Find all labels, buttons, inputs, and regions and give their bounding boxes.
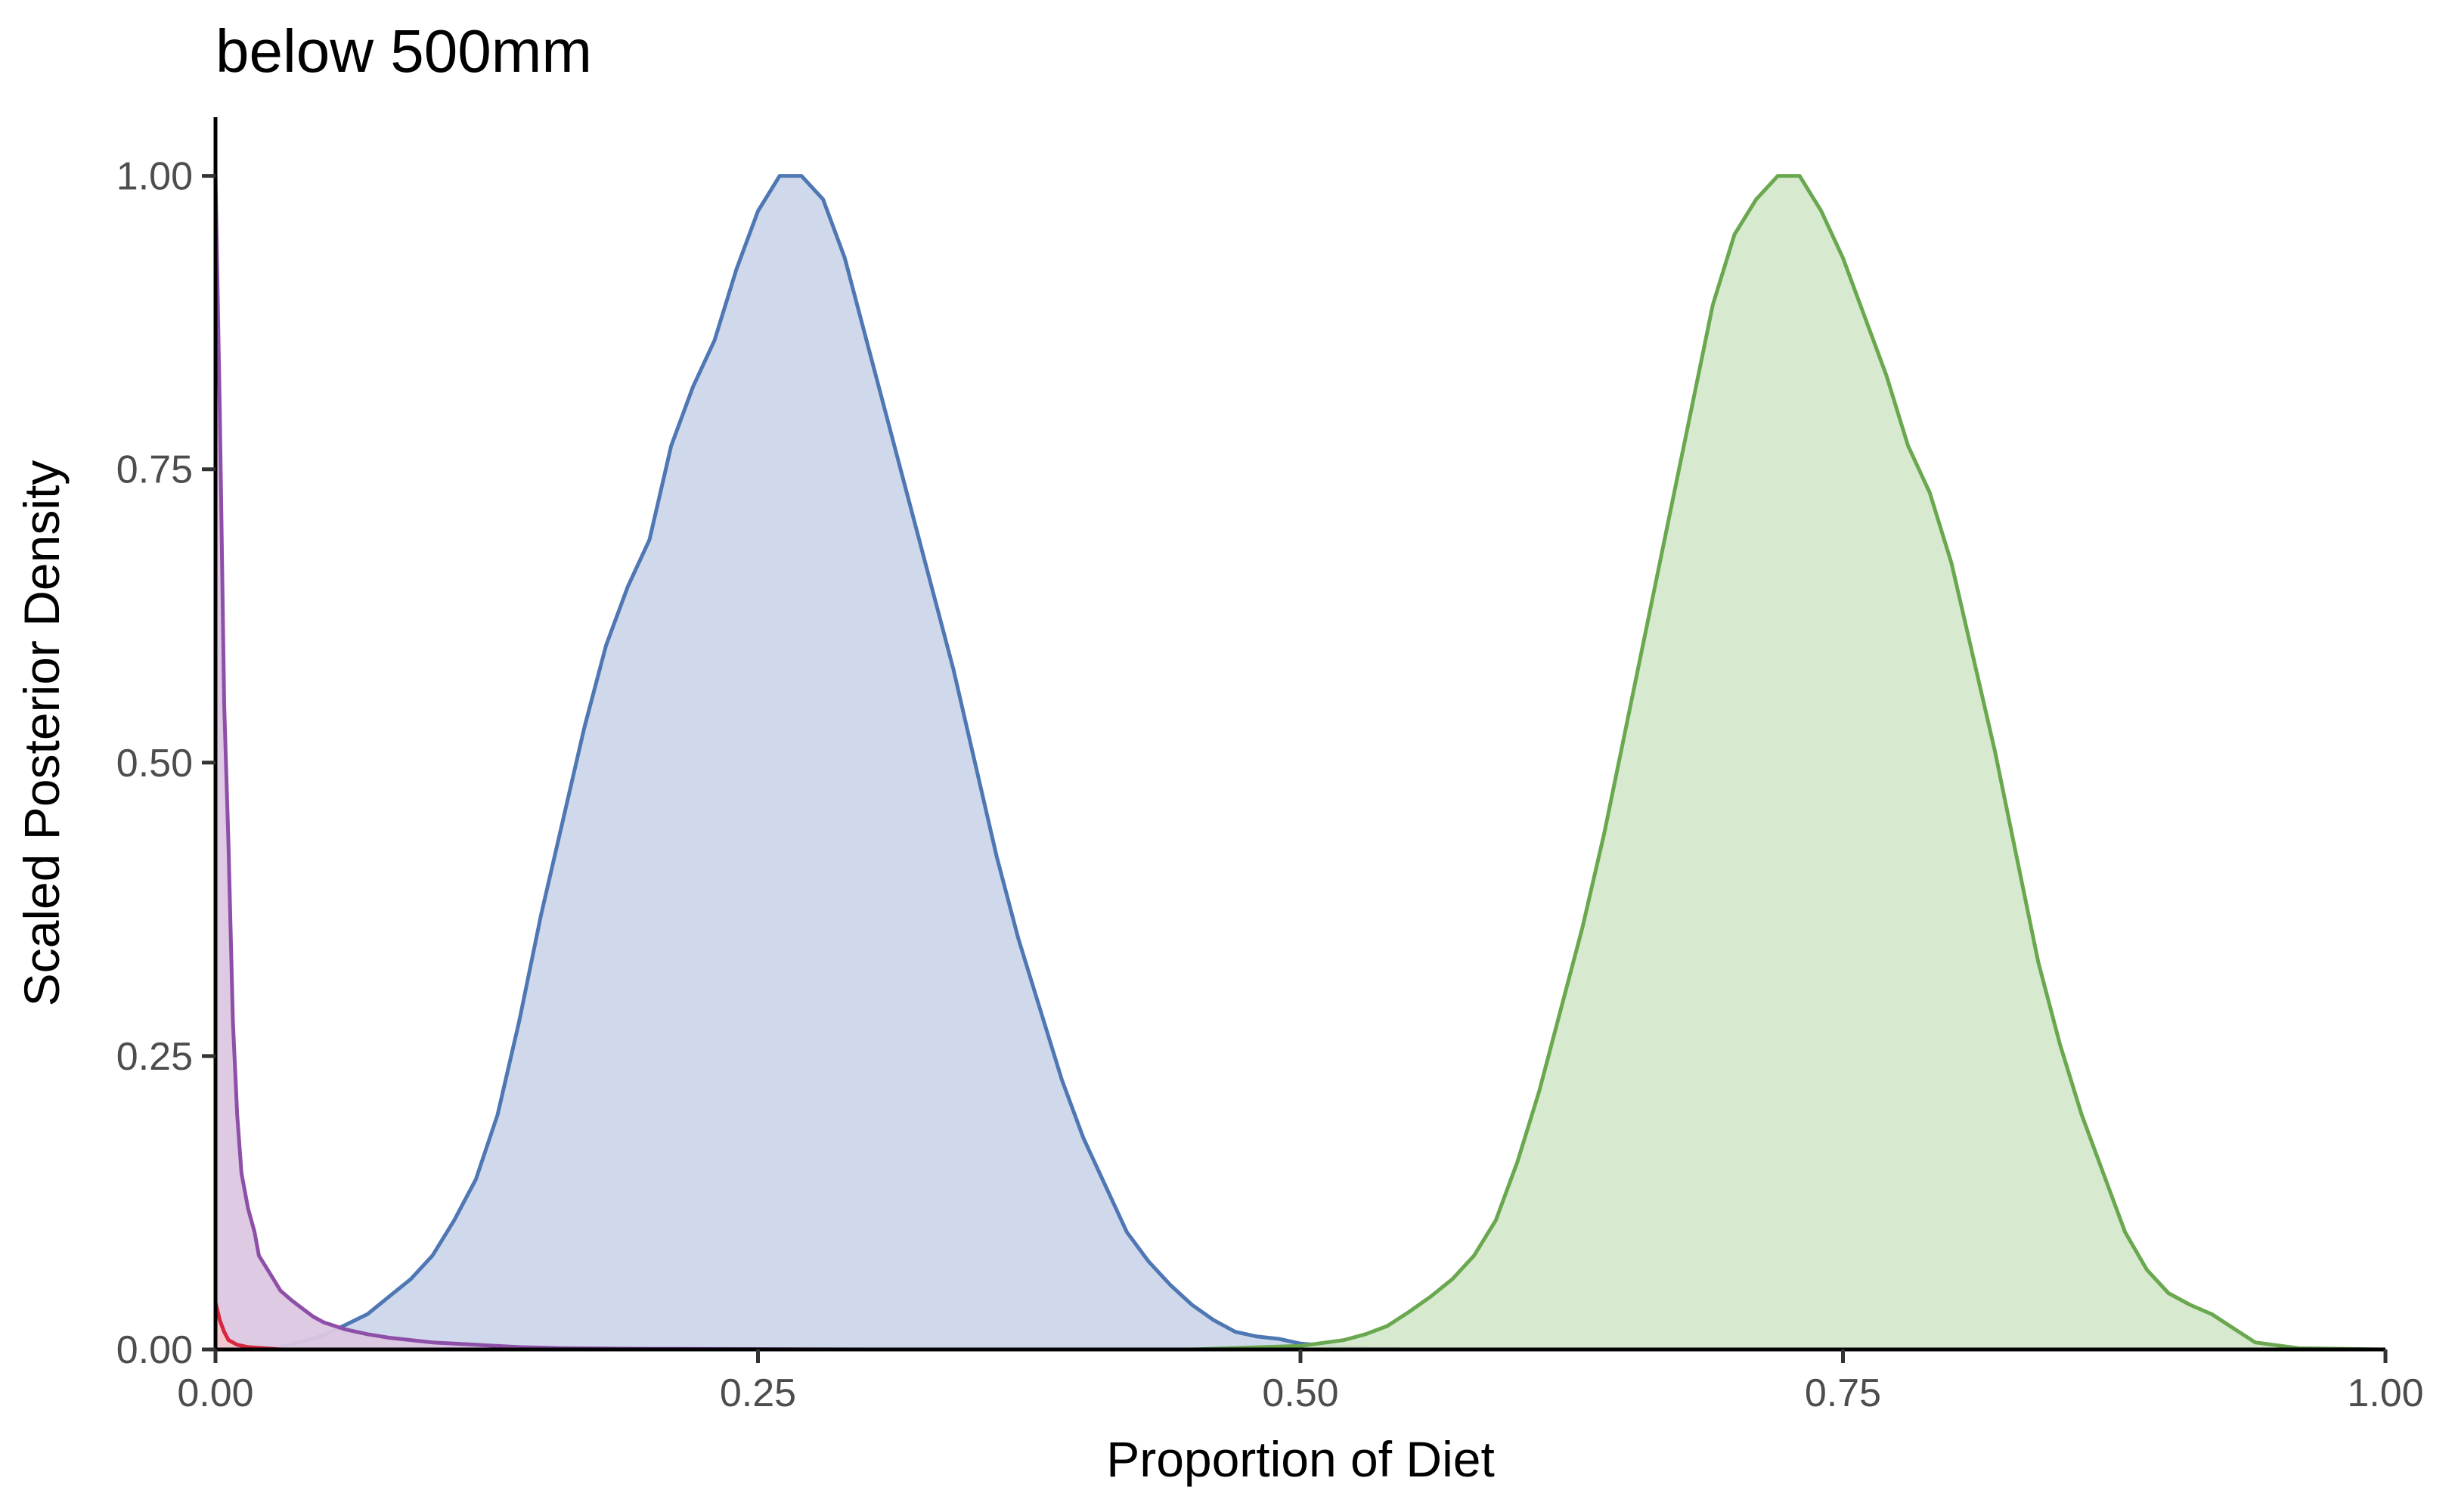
chart-title: below 500mm [215, 17, 592, 85]
density-line-4 [213, 1302, 281, 1352]
y-tick-label: 0.00 [116, 1328, 193, 1372]
y-tick-label: 0.50 [116, 742, 193, 785]
x-tick-label: 1.00 [2347, 1371, 2423, 1415]
density-line-3 [213, 175, 867, 1352]
density-fill-2 [1192, 175, 2385, 1350]
y-tick-label: 0.25 [116, 1035, 193, 1079]
density-fill-1 [237, 175, 1409, 1350]
density-line-1 [237, 174, 1409, 1352]
series-layer [213, 174, 2386, 1352]
x-tick-label: 0.75 [1805, 1371, 1881, 1415]
x-axis-title: Proportion of Diet [1106, 1431, 1495, 1487]
x-tick-label: 0.50 [1262, 1371, 1338, 1415]
x-ticks: 0.00 0.25 0.50 0.75 1.00 [177, 1349, 2424, 1415]
y-ticks: 0.00 0.25 0.50 0.75 1.00 [116, 155, 215, 1372]
y-axis-title: Scaled Posterior Density [14, 460, 70, 1007]
density-fill-4 [215, 1302, 281, 1349]
x-tick-label: 0.25 [720, 1371, 796, 1415]
density-line-2 [1192, 174, 2386, 1352]
y-tick-label: 0.75 [116, 448, 193, 492]
y-tick-label: 1.00 [116, 155, 193, 199]
x-tick-label: 0.00 [177, 1371, 253, 1415]
